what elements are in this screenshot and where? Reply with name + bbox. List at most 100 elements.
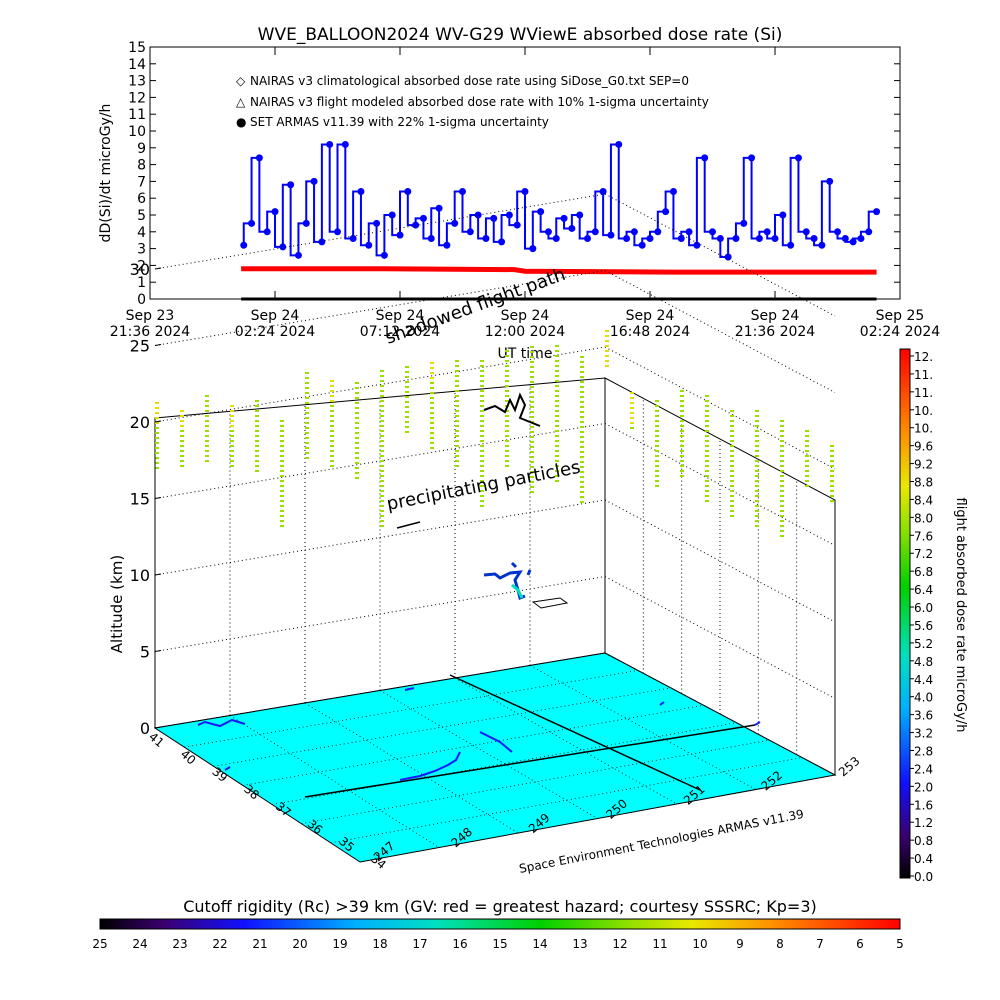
rigidity-colorbar-tick-label: 15 (492, 937, 507, 951)
dose-colorbar-tick-label: 6.0 (914, 601, 933, 615)
armas-point (748, 154, 756, 162)
dose-colorbar-tick-label: 3.2 (914, 727, 933, 741)
rigidity-colorbar-tick-label: 14 (532, 937, 547, 951)
armas-point (529, 245, 537, 253)
armas-point (396, 231, 404, 239)
armas-point (654, 228, 662, 236)
armas-point (537, 208, 545, 216)
dose-colorbar-tick-label: 6.4 (914, 583, 933, 597)
ts-y-tick-label: 11 (128, 107, 146, 123)
armas-point (419, 214, 427, 222)
ts-y-tick-label: 8 (137, 158, 146, 174)
armas-point (669, 187, 677, 195)
altitude-tick-label: 15 (130, 490, 150, 509)
dose-colorbar-tick-label: 7.6 (914, 529, 933, 543)
ground-gridline-lon (304, 702, 519, 834)
armas-point (685, 228, 693, 236)
rigidity-colorbar-tick-label: 12 (612, 937, 627, 951)
armas-point (248, 219, 256, 227)
armas-point (740, 219, 748, 227)
armas-point (435, 204, 443, 212)
armas-point (287, 181, 295, 189)
armas-point (701, 154, 709, 162)
armas-point (615, 140, 623, 148)
dose-colorbar-tick-label: 4.8 (914, 655, 933, 669)
armas-point (505, 211, 513, 219)
armas-point (482, 235, 490, 243)
armas-point (459, 187, 466, 195)
rigidity-colorbar: Cutoff rigidity (Rc) >39 km (GV: red = g… (92, 897, 903, 951)
ground-gridline-lon (529, 665, 757, 790)
rigidity-colorbar-tick-label: 20 (292, 937, 307, 951)
ts-x-tick-date: Sep 24 (251, 308, 300, 324)
ts-y-tick-label: 6 (137, 191, 146, 207)
armas-point (709, 228, 716, 236)
altitude-tick (154, 573, 162, 576)
ts-y-tick-label: 0 (137, 292, 146, 308)
dose-colorbar-tick-label: 9.2 (914, 458, 933, 472)
rigidity-colorbar-title: Cutoff rigidity (Rc) >39 km (GV: red = g… (183, 897, 817, 916)
dose-colorbar-tick-label: 7.2 (914, 547, 933, 561)
armas-point (544, 228, 552, 236)
rigidity-colorbar-tick-label: 21 (252, 937, 267, 951)
armas-point (263, 228, 271, 236)
ts-y-tick-label: 2 (137, 258, 146, 274)
rigidity-colorbar-tick-label: 11 (652, 937, 667, 951)
altitude-tick (154, 267, 162, 270)
armas-point (521, 187, 529, 195)
dose-colorbar-tick-label: 1.2 (914, 816, 933, 830)
rigidity-colorbar-tick-label: 8 (776, 937, 784, 951)
altitude-tick-label: 5 (140, 643, 150, 662)
wall-gridline-left (154, 270, 606, 346)
armas-point (584, 235, 591, 243)
dose-colorbar-tick-label: 3.6 (914, 709, 933, 723)
altitude-tick (154, 726, 162, 729)
armas-point (466, 228, 474, 236)
legend-label-climatological: NAIRAS v3 climatological absorbed dose r… (250, 74, 689, 88)
armas-point (873, 208, 881, 216)
armas-point (279, 243, 287, 251)
armas-point (474, 211, 482, 219)
rigidity-colorbar-tick-label: 13 (572, 937, 587, 951)
rigidity-colorbar-tick-label: 18 (372, 937, 387, 951)
armas-point (599, 187, 607, 195)
legend-marker-flight-modeled: △ (236, 95, 246, 109)
rigidity-colorbar-tick-label: 17 (412, 937, 427, 951)
armas-point (576, 211, 584, 219)
armas-point (607, 231, 615, 239)
legend-label-flight-modeled: NAIRAS v3 flight modeled absorbed dose r… (250, 95, 709, 109)
armas-point (732, 235, 740, 243)
ts-y-tick-label: 9 (137, 141, 146, 157)
dose-colorbar-tick-label: 0.8 (914, 834, 933, 848)
armas-point (849, 238, 857, 246)
dose-colorbar-tick-label: 8.8 (914, 476, 933, 490)
armas-point (755, 235, 763, 243)
armas-point (630, 228, 638, 236)
armas-point (294, 251, 302, 259)
rigidity-colorbar-gradient (99, 918, 901, 930)
altitude-axis-label: Altitude (km) (108, 555, 126, 653)
armas-point (490, 214, 498, 222)
flight-profile-highlight (511, 583, 524, 599)
legend-marker-climatological: ◇ (236, 74, 246, 88)
dose-colorbar-tick-label: 8.0 (914, 511, 933, 525)
series-climatological-line (241, 266, 877, 275)
rigidity-colorbar-tick-label: 23 (172, 937, 187, 951)
armas-point (779, 211, 787, 219)
armas-point (591, 228, 599, 236)
armas-point (388, 211, 396, 219)
ts-y-tick-label: 5 (137, 208, 146, 224)
rigidity-colorbar-tick-label: 25 (92, 937, 107, 951)
armas-point (662, 208, 670, 216)
wall-gridline-right (604, 423, 836, 546)
dose-colorbar-tick-label: 10. (914, 404, 933, 418)
ts-series-layer (240, 140, 881, 301)
altitude-tick (154, 420, 162, 423)
ts-x-axis-label: UT time (498, 346, 553, 362)
ts-x-tick-time: 07:12 2024 (360, 324, 441, 340)
armas-point (404, 187, 412, 195)
altitude-3d-panel: precipitating particles shadowed flight … (108, 193, 862, 876)
armas-point (623, 235, 631, 243)
